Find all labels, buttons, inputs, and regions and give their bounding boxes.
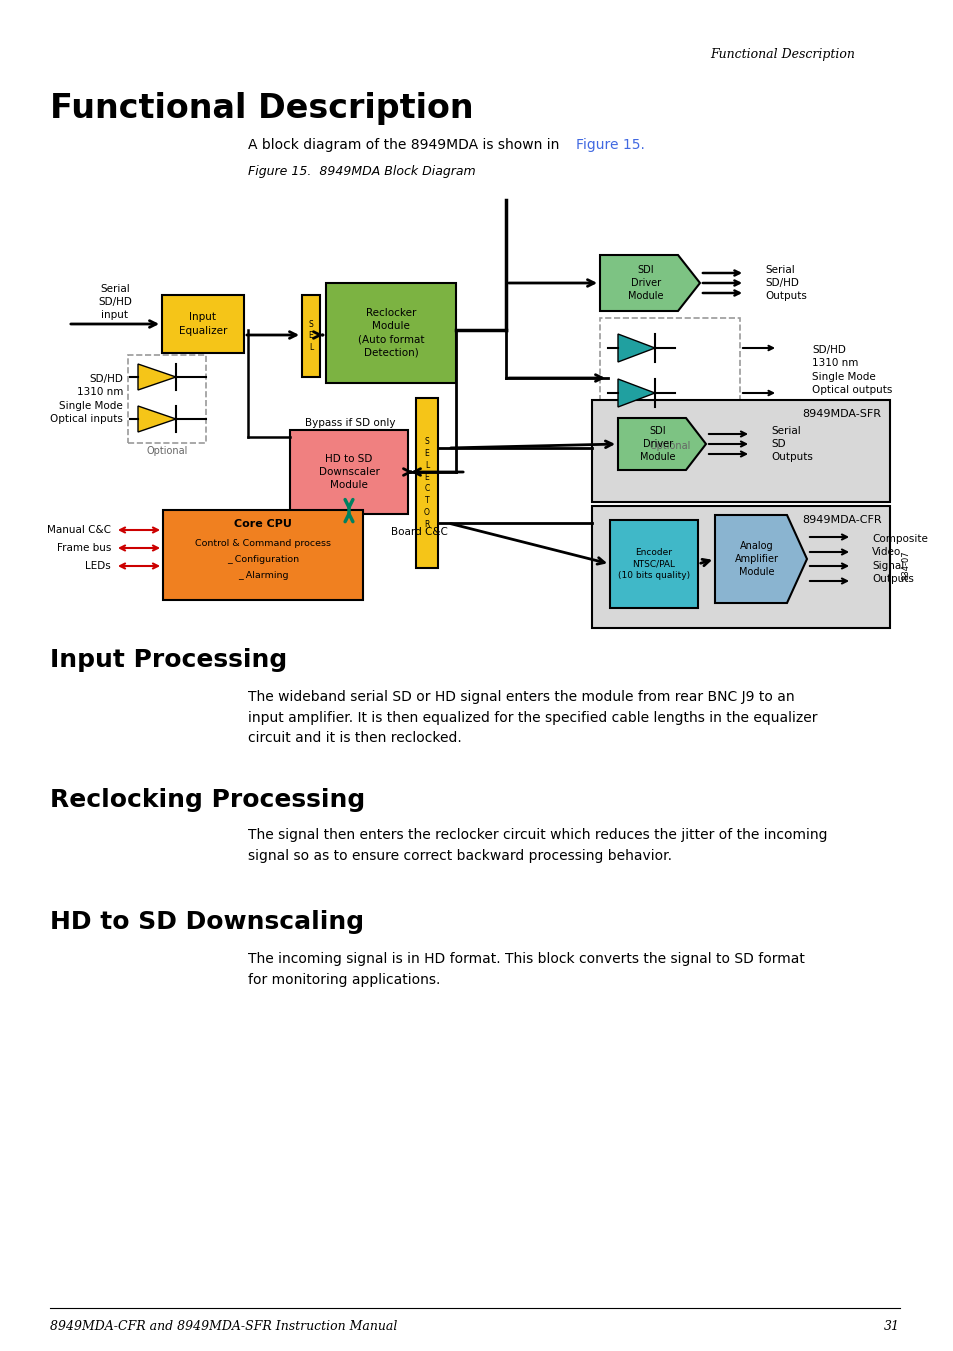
Text: Serial
SD/HD
Outputs: Serial SD/HD Outputs xyxy=(764,265,806,301)
Text: Functional Description: Functional Description xyxy=(50,92,473,126)
Text: Reclocking Processing: Reclocking Processing xyxy=(50,788,365,812)
Text: S
E
L
E
C
T
O
R: S E L E C T O R xyxy=(424,438,430,528)
Text: 8949MDA-CFR and 8949MDA-SFR Instruction Manual: 8949MDA-CFR and 8949MDA-SFR Instruction … xyxy=(50,1320,397,1333)
Text: Serial
SD
Outputs: Serial SD Outputs xyxy=(770,426,812,462)
Text: Functional Description: Functional Description xyxy=(709,49,854,61)
Text: _ Configuration: _ Configuration xyxy=(227,555,298,565)
Text: HD to SD
Downscaler
Module: HD to SD Downscaler Module xyxy=(318,454,379,490)
Text: Figure 15.: Figure 15. xyxy=(576,138,644,153)
Text: Frame bus: Frame bus xyxy=(56,543,111,553)
Polygon shape xyxy=(599,255,700,311)
Text: 8949MDA-CFR: 8949MDA-CFR xyxy=(801,515,881,526)
Text: Composite
Video
Signal
Outputs: Composite Video Signal Outputs xyxy=(871,534,927,584)
Polygon shape xyxy=(618,417,705,470)
Text: Analog
Amplifier
Module: Analog Amplifier Module xyxy=(734,540,779,577)
Text: 834-07: 834-07 xyxy=(901,550,909,580)
Polygon shape xyxy=(618,380,655,407)
Text: SDI
Driver
Module: SDI Driver Module xyxy=(639,426,675,462)
Bar xyxy=(592,400,889,503)
Bar xyxy=(128,355,206,443)
Polygon shape xyxy=(138,407,175,432)
Text: The incoming signal is in HD format. This block converts the signal to SD format: The incoming signal is in HD format. Thi… xyxy=(248,952,804,986)
Text: Input
Equalizer: Input Equalizer xyxy=(178,312,227,335)
Bar xyxy=(302,295,319,377)
Polygon shape xyxy=(138,363,175,390)
Text: Reclocker
Module
(Auto format
Detection): Reclocker Module (Auto format Detection) xyxy=(357,308,424,358)
Polygon shape xyxy=(714,515,806,603)
Text: Optional: Optional xyxy=(146,446,188,457)
Text: SD/HD
1310 nm
Single Mode
Optical outputs: SD/HD 1310 nm Single Mode Optical output… xyxy=(811,346,891,394)
Text: Control & Command process: Control & Command process xyxy=(194,539,331,547)
Text: HD to SD Downscaling: HD to SD Downscaling xyxy=(50,911,364,934)
Text: 8949MDA-SFR: 8949MDA-SFR xyxy=(801,409,881,419)
Bar xyxy=(599,317,740,438)
Text: Board C&C: Board C&C xyxy=(391,527,447,536)
Text: The wideband serial SD or HD signal enters the module from rear BNC J9 to an
inp: The wideband serial SD or HD signal ente… xyxy=(248,690,817,746)
Text: SDI
Driver
Module: SDI Driver Module xyxy=(628,265,663,301)
Text: S
E
L: S E L xyxy=(309,320,313,353)
Bar xyxy=(163,509,363,600)
Bar xyxy=(290,430,408,513)
Text: Encoder
NTSC/PAL
(10 bits quality): Encoder NTSC/PAL (10 bits quality) xyxy=(618,547,689,581)
Text: Figure 15.  8949MDA Block Diagram: Figure 15. 8949MDA Block Diagram xyxy=(248,165,476,178)
Bar xyxy=(592,507,889,628)
Polygon shape xyxy=(618,334,655,362)
Text: The signal then enters the reclocker circuit which reduces the jitter of the inc: The signal then enters the reclocker cir… xyxy=(248,828,826,862)
Text: SD/HD
1310 nm
Single Mode
Optical inputs: SD/HD 1310 nm Single Mode Optical inputs xyxy=(51,374,123,424)
Text: 31: 31 xyxy=(883,1320,899,1333)
Text: _ Alarming: _ Alarming xyxy=(237,570,288,580)
Bar xyxy=(162,295,244,353)
Text: Bypass if SD only: Bypass if SD only xyxy=(304,417,395,428)
Text: LEDs: LEDs xyxy=(85,561,111,571)
Text: Manual C&C: Manual C&C xyxy=(47,526,111,535)
Text: Serial
SD/HD
input: Serial SD/HD input xyxy=(98,284,132,320)
Text: Input Processing: Input Processing xyxy=(50,648,287,671)
Text: Core CPU: Core CPU xyxy=(233,519,292,530)
Bar xyxy=(609,520,698,608)
Text: Optional: Optional xyxy=(649,440,690,451)
Bar xyxy=(326,282,456,382)
Bar xyxy=(416,399,437,567)
Text: A block diagram of the 8949MDA is shown in: A block diagram of the 8949MDA is shown … xyxy=(248,138,563,153)
